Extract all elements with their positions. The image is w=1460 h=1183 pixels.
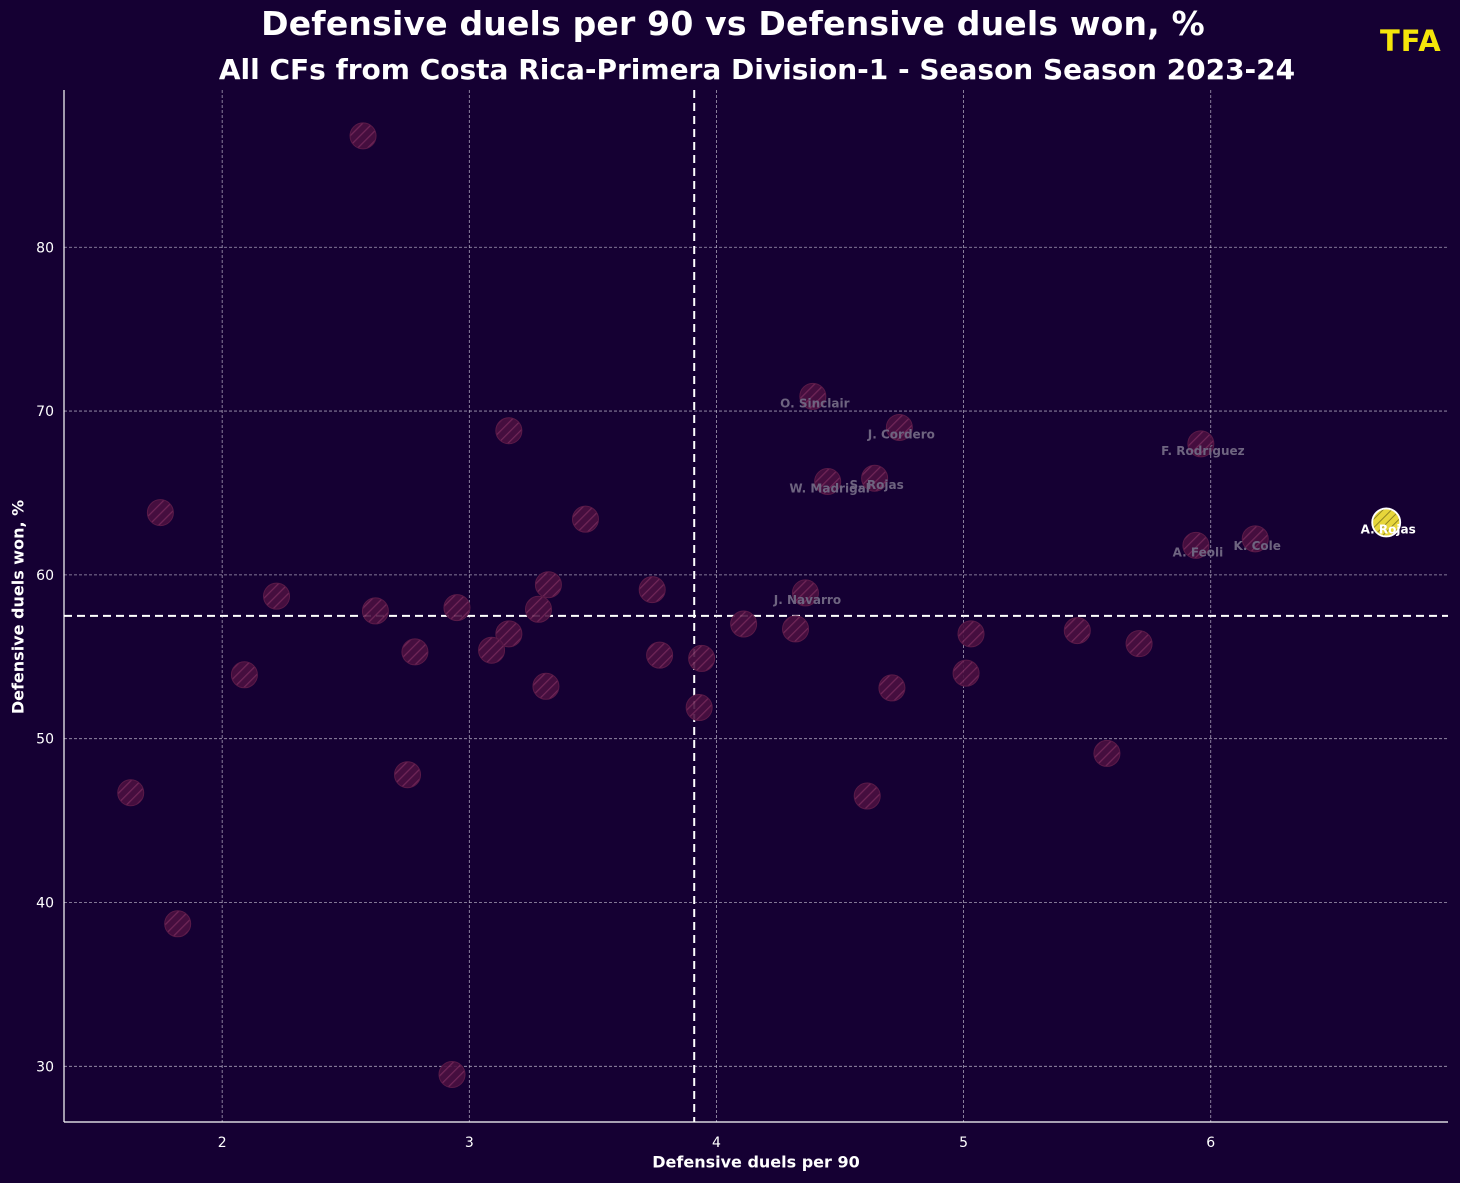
data-point [1182, 531, 1210, 559]
highlighted-point-label: A. Rojas [1361, 522, 1416, 536]
data-point [861, 464, 889, 492]
axes [63, 90, 1448, 1123]
data-point [263, 582, 291, 610]
data-point [878, 674, 906, 702]
data-point [646, 641, 674, 669]
data-point [957, 620, 985, 648]
data-point [1241, 525, 1269, 553]
data-point [164, 910, 192, 938]
data-point [814, 468, 842, 496]
y-tick-label: 30 [36, 1059, 54, 1075]
x-tick-label: 2 [218, 1135, 227, 1151]
point-label: W. Madrigal [789, 482, 869, 496]
data-point [1093, 739, 1121, 767]
data-point [799, 382, 827, 410]
data-points [117, 122, 1402, 1088]
data-point [443, 594, 471, 622]
data-point [885, 413, 913, 441]
point-label: K. Cole [1234, 539, 1281, 553]
data-point [1125, 630, 1153, 658]
x-axis-label: Defensive duels per 90 [652, 1152, 860, 1172]
data-point [571, 505, 599, 533]
data-point [638, 576, 666, 604]
median-lines [64, 90, 1448, 1122]
point-labels: A. Rojas K. Cole A. Feoli F. Rodríguez O. Si… [773, 396, 1416, 607]
data-point [1187, 430, 1215, 458]
chart-title: Defensive duels per 90 vs Defensive duel… [261, 4, 1205, 43]
data-point [952, 659, 980, 687]
data-point [685, 694, 713, 722]
grid-lines [64, 90, 1448, 1122]
data-point [230, 661, 258, 689]
data-point [401, 638, 429, 666]
data-point [361, 597, 389, 625]
point-label: F. Rodríguez [1161, 444, 1245, 458]
x-tick-label: 6 [1206, 1135, 1215, 1151]
data-point [478, 636, 506, 664]
data-point [782, 615, 810, 643]
data-point [853, 782, 881, 810]
tfa-logo: TFA [1380, 24, 1442, 58]
data-point [495, 620, 523, 648]
y-tick-label: 80 [36, 240, 54, 256]
y-axis-label: Defensive duels won, % [8, 499, 28, 715]
x-tick-label: 3 [465, 1135, 474, 1151]
point-label: J. Cordero [867, 427, 935, 441]
data-point [688, 644, 716, 672]
highlighted-point [1371, 507, 1402, 538]
point-label: O. Sinclair [780, 396, 849, 410]
data-point [117, 779, 145, 807]
data-point [349, 122, 377, 150]
data-point [1063, 617, 1091, 645]
y-tick-label: 40 [36, 895, 54, 911]
data-point [534, 571, 562, 599]
data-point [730, 610, 758, 638]
x-tick-label: 4 [712, 1135, 721, 1151]
y-tick-label: 50 [36, 732, 54, 748]
tick-labels: 2 3 4 5 6 30 40 50 60 70 80 [36, 240, 1215, 1151]
data-point [495, 417, 523, 445]
data-point [791, 579, 819, 607]
point-label: J. Navarro [773, 593, 841, 607]
data-point [438, 1060, 466, 1088]
data-point [394, 761, 422, 789]
y-tick-label: 60 [36, 568, 54, 584]
data-point [532, 672, 560, 700]
x-tick-label: 5 [959, 1135, 968, 1151]
data-point [525, 595, 553, 623]
point-label: A. Feoli [1173, 545, 1224, 559]
point-label: S. Rojas [850, 478, 904, 492]
data-point [146, 499, 174, 527]
y-tick-label: 70 [36, 404, 54, 420]
chart-subtitle: All CFs from Costa Rica-Primera Division… [218, 53, 1296, 86]
